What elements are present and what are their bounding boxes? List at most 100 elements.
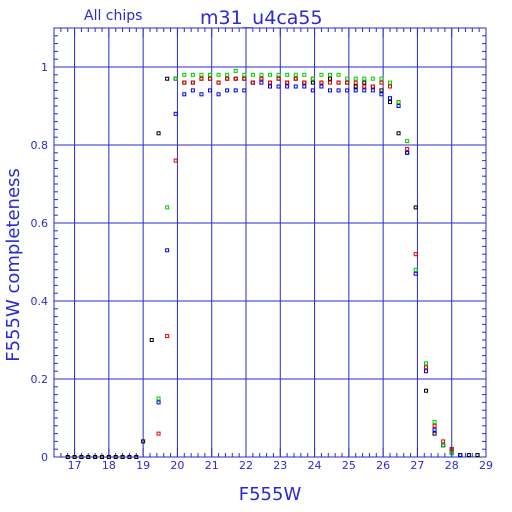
data-point-series-4 bbox=[268, 72, 272, 77]
data-point-series-3 bbox=[345, 80, 350, 85]
x-tick-label: 17 bbox=[68, 459, 82, 472]
data-point-series-1 bbox=[79, 455, 84, 459]
data-point-series-1 bbox=[165, 76, 170, 81]
data-point-series-2 bbox=[225, 88, 230, 93]
data-point-series-2 bbox=[362, 88, 367, 93]
data-point-series-2 bbox=[182, 92, 187, 97]
data-point-series-2 bbox=[285, 84, 290, 89]
data-point-series-4 bbox=[165, 205, 170, 210]
data-point-series-3 bbox=[268, 80, 272, 85]
data-point-series-2 bbox=[190, 88, 195, 93]
data-point-series-4 bbox=[353, 76, 358, 81]
data-point-series-4 bbox=[225, 72, 230, 77]
data-point-series-2 bbox=[424, 369, 428, 374]
y-tick-label: 1 bbox=[41, 61, 48, 74]
data-point-series-2 bbox=[336, 88, 341, 93]
x-tick-label: 29 bbox=[479, 459, 493, 472]
x-tick-label: 20 bbox=[170, 459, 184, 472]
y-tick-label: 0.2 bbox=[31, 373, 49, 386]
data-point-series-3 bbox=[259, 76, 264, 81]
data-point-series-1 bbox=[86, 455, 91, 459]
data-point-series-3 bbox=[302, 80, 307, 85]
y-tick-label: 0.6 bbox=[31, 217, 49, 230]
data-point-series-1 bbox=[353, 84, 358, 89]
data-points bbox=[65, 68, 480, 459]
data-point-series-3 bbox=[285, 80, 290, 85]
data-point-series-4 bbox=[199, 72, 204, 77]
data-point-series-4 bbox=[173, 76, 178, 81]
x-tick-label: 22 bbox=[239, 459, 253, 472]
data-point-series-3 bbox=[208, 76, 212, 81]
data-point-series-2 bbox=[353, 88, 358, 93]
data-point-series-1 bbox=[432, 431, 437, 436]
data-point-series-3 bbox=[233, 76, 238, 81]
data-point-series-3 bbox=[156, 431, 161, 436]
data-point-series-2 bbox=[156, 400, 161, 405]
data-point-series-4 bbox=[250, 72, 255, 77]
x-tick-label: 19 bbox=[136, 459, 150, 472]
x-axis-label: F555W bbox=[239, 484, 302, 505]
data-point-series-3 bbox=[225, 76, 230, 81]
x-tick-label: 28 bbox=[445, 459, 459, 472]
data-point-series-2 bbox=[379, 92, 384, 97]
data-point-series-4 bbox=[388, 80, 392, 85]
data-point-series-2 bbox=[432, 427, 437, 432]
data-point-series-1 bbox=[328, 76, 332, 81]
data-point-series-1 bbox=[127, 455, 132, 459]
data-point-series-2 bbox=[310, 88, 315, 93]
grid-lines bbox=[54, 28, 487, 458]
data-point-series-3 bbox=[242, 76, 247, 81]
data-point-series-3 bbox=[379, 80, 384, 85]
data-point-series-4 bbox=[319, 72, 324, 77]
chart-subtitle: All chips bbox=[84, 8, 142, 24]
data-point-series-3 bbox=[424, 365, 428, 370]
plot-frame bbox=[53, 27, 487, 458]
data-point-series-2 bbox=[388, 96, 392, 101]
data-point-series-4 bbox=[259, 72, 264, 77]
data-point-series-2 bbox=[208, 88, 212, 93]
data-point-series-3 bbox=[319, 80, 324, 85]
axis-ticks bbox=[53, 27, 487, 458]
data-point-series-4 bbox=[293, 72, 298, 77]
data-point-series-4 bbox=[216, 72, 221, 77]
data-point-series-4 bbox=[182, 72, 187, 77]
x-tick-label: 21 bbox=[205, 459, 219, 472]
data-point-series-3 bbox=[388, 84, 392, 89]
data-point-series-4 bbox=[156, 396, 161, 401]
data-point-series-1 bbox=[388, 100, 392, 105]
data-point-series-4 bbox=[362, 76, 367, 81]
data-point-series-1 bbox=[100, 455, 104, 459]
chart-title: m31_u4ca55 bbox=[200, 7, 323, 29]
data-point-series-1 bbox=[65, 455, 70, 459]
y-tick-labels: 0 0.2 0.4 0.6 0.8 1 bbox=[31, 61, 49, 464]
data-point-series-1 bbox=[413, 205, 418, 210]
data-point-series-2 bbox=[293, 84, 298, 89]
data-point-series-2 bbox=[302, 84, 307, 89]
data-point-series-4 bbox=[345, 76, 350, 81]
data-point-series-4 bbox=[242, 72, 247, 77]
data-point-series-3 bbox=[293, 76, 298, 81]
data-point-series-4 bbox=[190, 72, 195, 77]
data-point-series-3 bbox=[276, 76, 281, 81]
data-point-series-4 bbox=[336, 72, 341, 77]
data-point-series-3 bbox=[362, 84, 367, 89]
data-point-series-1 bbox=[113, 455, 118, 459]
data-point-series-3 bbox=[353, 80, 358, 85]
data-point-series-4 bbox=[276, 72, 281, 77]
data-point-series-4 bbox=[424, 361, 428, 366]
x-tick-label: 27 bbox=[410, 459, 424, 472]
data-point-series-2 bbox=[413, 271, 418, 276]
data-point-series-3 bbox=[250, 80, 255, 85]
y-tick-label: 0.4 bbox=[31, 295, 49, 308]
data-point-series-2 bbox=[328, 88, 332, 93]
data-point-series-2 bbox=[405, 150, 410, 155]
data-point-series-3 bbox=[182, 80, 187, 85]
data-point-series-1 bbox=[141, 439, 146, 444]
data-point-series-3 bbox=[216, 80, 221, 85]
data-point-series-2 bbox=[268, 84, 272, 89]
data-point-series-1 bbox=[379, 88, 384, 93]
data-point-series-4 bbox=[285, 72, 290, 77]
data-point-series-1 bbox=[362, 80, 367, 85]
data-point-series-2 bbox=[199, 92, 204, 97]
